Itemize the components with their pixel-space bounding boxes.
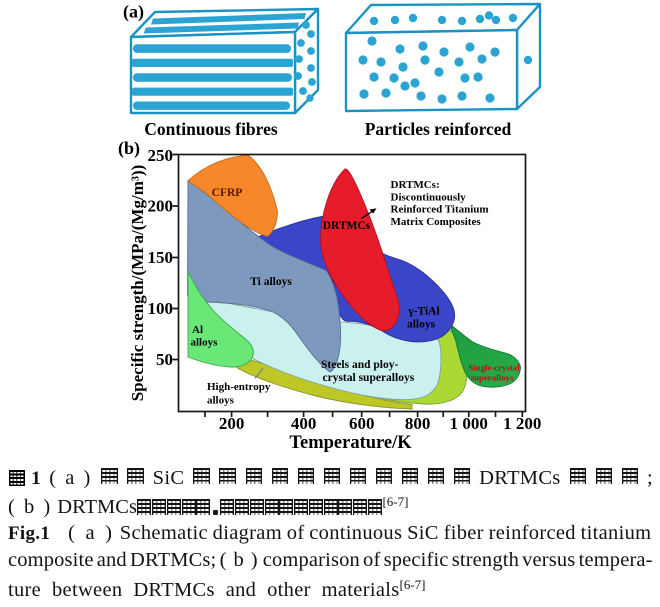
svg-text:Steels and ploy-: Steels and ploy- [321, 359, 398, 371]
svg-text:High-entropy: High-entropy [207, 381, 271, 393]
svg-text:Discontinuously: Discontinuously [391, 192, 467, 204]
svg-text:Specific strength/(MPa/(Mg/m³): Specific strength/(MPa/(Mg/m³)) [128, 165, 147, 402]
svg-text:alloys: alloys [207, 395, 235, 407]
svg-text:Matrix Composites: Matrix Composites [391, 216, 482, 228]
svg-text:(b): (b) [118, 138, 140, 159]
svg-text:alloys: alloys [407, 319, 436, 331]
svg-text:1 000: 1 000 [450, 414, 488, 433]
svg-text:γ-TiAl: γ-TiAl [407, 306, 439, 318]
svg-text:CFRP: CFRP [212, 187, 243, 199]
svg-text:1 200: 1 200 [503, 414, 541, 433]
svg-text:Particles reinforced: Particles reinforced [365, 119, 512, 139]
svg-text:Temperature/K: Temperature/K [289, 433, 412, 453]
svg-text:(a): (a) [123, 2, 144, 23]
svg-text:600: 600 [349, 414, 375, 433]
svg-text:alloys: alloys [191, 337, 219, 349]
svg-text:400: 400 [291, 414, 317, 433]
svg-text:crystal superalloys: crystal superalloys [323, 372, 415, 384]
svg-text:Single-crystal: Single-crystal [468, 363, 520, 373]
svg-text:Ti alloys: Ti alloys [250, 276, 292, 288]
svg-text:200: 200 [219, 414, 245, 433]
svg-text:Continuous fibres: Continuous fibres [144, 119, 278, 139]
svg-text:800: 800 [405, 414, 431, 433]
svg-text:250: 250 [148, 146, 174, 165]
svg-text:Al: Al [192, 324, 203, 336]
svg-text:DRTMCs: DRTMCs [323, 220, 371, 232]
svg-text:superalloys: superalloys [471, 373, 514, 383]
svg-text:50: 50 [156, 350, 173, 369]
svg-text:DRTMCs:: DRTMCs: [391, 179, 440, 191]
svg-text:150: 150 [148, 248, 174, 267]
svg-text:200: 200 [148, 197, 174, 216]
svg-text:100: 100 [148, 299, 174, 318]
svg-text:Reinforced Titanium: Reinforced Titanium [391, 204, 489, 216]
